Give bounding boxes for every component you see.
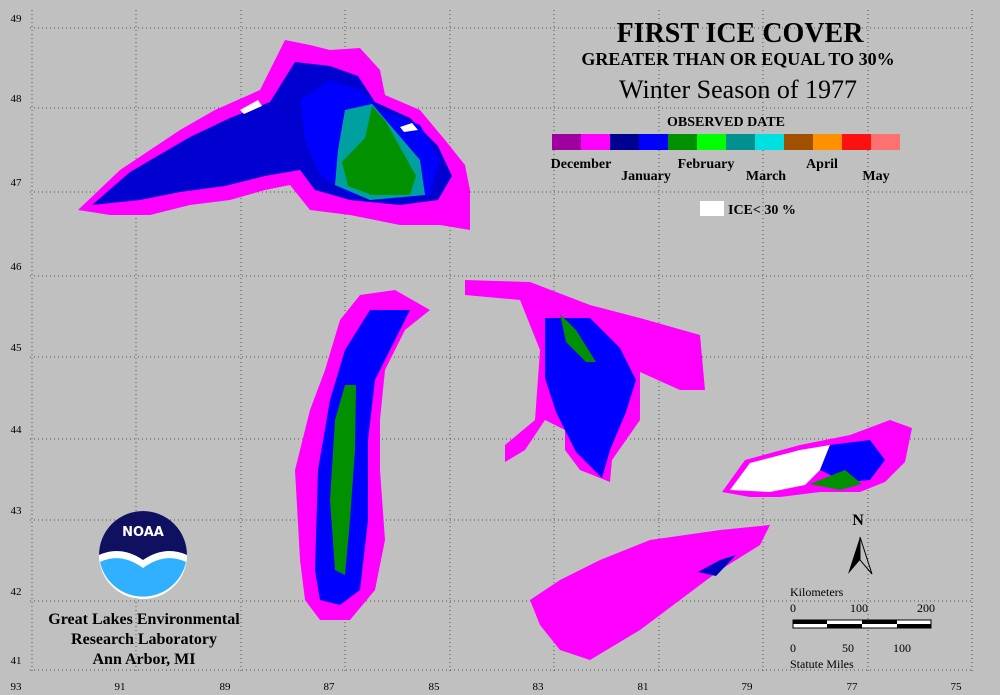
ice-february (330, 385, 356, 575)
longitude-label: 77 (847, 681, 859, 693)
month-label: February (678, 157, 735, 172)
km-tick: 0 (790, 601, 796, 615)
scale-bar (792, 619, 932, 629)
swatch (784, 134, 813, 150)
lab-line: Research Laboratory (71, 631, 217, 648)
swatch (697, 134, 726, 150)
longitude-label: 89 (220, 681, 232, 693)
lake-michigan (295, 290, 430, 620)
ice-note: ICE< 30 % (728, 203, 796, 218)
swatch (755, 134, 784, 150)
month-label: March (746, 169, 786, 184)
mi-tick: 100 (893, 641, 911, 655)
logo-bottom (100, 558, 186, 597)
swatch (726, 134, 755, 150)
logo-top (99, 511, 187, 560)
north-arrow (848, 537, 860, 574)
km-tick: 100 (850, 601, 868, 615)
lake-huron (465, 280, 705, 482)
lake-erie (530, 525, 770, 660)
ice-january (820, 440, 885, 482)
latitude-label: 44 (11, 424, 23, 436)
ice-low (400, 123, 418, 132)
ice-low (240, 100, 262, 114)
ice-february (560, 314, 596, 362)
swatch (871, 134, 900, 150)
mi-tick: 0 (790, 641, 796, 655)
latitude-label: 49 (11, 13, 23, 25)
latitude-label: 41 (11, 655, 22, 667)
ice-february (810, 470, 862, 490)
ice-january (698, 555, 736, 576)
swatch (552, 134, 581, 150)
longitude-label: 81 (638, 681, 649, 693)
month-label: January (621, 169, 671, 184)
mi-label: Statute Miles (790, 657, 854, 671)
longitude-label: 83 (533, 681, 545, 693)
km-label: Kilometers (790, 585, 844, 599)
longitude-label: 75 (951, 681, 963, 693)
mi-tick: 50 (842, 641, 854, 655)
latitude-label: 43 (11, 505, 23, 517)
km-tick: 200 (917, 601, 935, 615)
legend-title: OBSERVED DATE (667, 115, 785, 130)
noaa-logo: NOAA (99, 511, 187, 599)
swatch (668, 134, 697, 150)
latitude-label: 45 (11, 342, 23, 354)
latitude-label: 48 (11, 93, 23, 105)
scale-seg (862, 620, 897, 624)
season: Winter Season of 1977 (619, 75, 857, 104)
title: FIRST ICE COVER (617, 18, 865, 49)
ice-february (342, 106, 416, 195)
north-arrow (859, 536, 873, 575)
north-label: N (852, 512, 864, 529)
latitude-label: 46 (11, 261, 23, 273)
lake-superior (78, 40, 470, 230)
color-bar (552, 134, 900, 150)
ice-low-swatch (700, 201, 724, 216)
lake-ontario (722, 420, 912, 497)
swatch (610, 134, 639, 150)
scale-seg (793, 620, 827, 624)
longitude-label: 93 (11, 681, 23, 693)
longitude-label: 87 (324, 681, 336, 693)
ice-low (730, 445, 830, 492)
longitude-label: 85 (429, 681, 441, 693)
scale-seg (827, 624, 862, 628)
month-label: April (806, 157, 838, 172)
subtitle: GREATER THAN OR EQUAL TO 30% (581, 49, 894, 69)
month-label: May (862, 169, 889, 184)
swatch (639, 134, 668, 150)
longitude-label: 79 (742, 681, 754, 693)
lab-line: Great Lakes Environmental (48, 611, 240, 628)
swatch (813, 134, 842, 150)
longitude-label: 91 (115, 681, 126, 693)
latitude-label: 47 (11, 177, 23, 189)
ice-january (545, 318, 636, 478)
latitude-label: 42 (11, 586, 22, 598)
swatch (842, 134, 871, 150)
ice-december (530, 525, 770, 660)
month-label: December (551, 157, 612, 172)
lab-line: Ann Arbor, MI (93, 651, 196, 668)
logo-text: NOAA (122, 525, 164, 540)
scale-seg (897, 624, 931, 628)
swatch (581, 134, 610, 150)
